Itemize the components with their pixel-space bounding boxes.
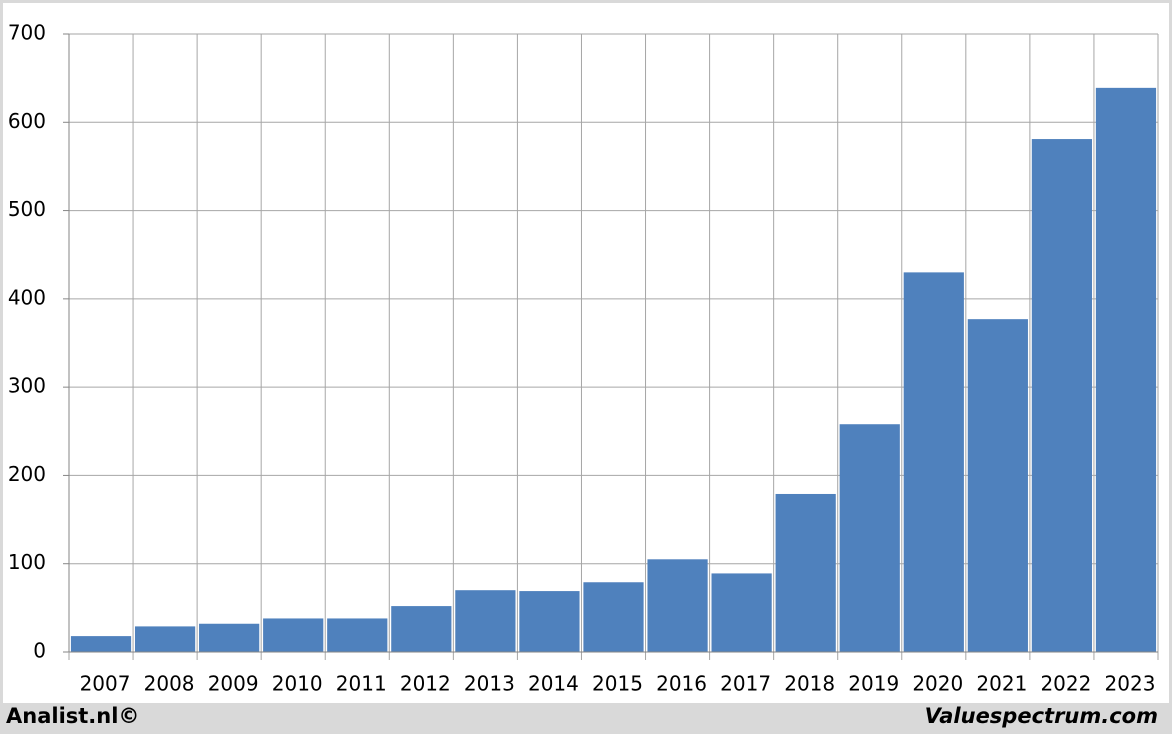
bar <box>967 319 1028 652</box>
footer-left: Analist.nl© <box>6 704 139 728</box>
x-tick-label: 2019 <box>848 672 899 696</box>
bar <box>263 618 324 652</box>
x-tick-label: 2009 <box>208 672 259 696</box>
x-tick-label: 2008 <box>144 672 195 696</box>
x-tick-label: 2012 <box>400 672 451 696</box>
y-tick-label: 0 <box>33 639 46 663</box>
bar <box>839 424 900 652</box>
x-tick-label: 2022 <box>1040 672 1091 696</box>
bar <box>903 272 964 652</box>
footer-right: Valuespectrum.com <box>925 704 1158 728</box>
y-tick-label: 100 <box>8 550 46 574</box>
x-tick-label: 2016 <box>656 672 707 696</box>
bar <box>327 618 388 652</box>
bar <box>134 626 196 652</box>
x-tick-label: 2020 <box>912 672 963 696</box>
bar <box>711 573 772 652</box>
bar <box>70 636 132 652</box>
x-tick-label: 2021 <box>976 672 1027 696</box>
x-tick-label: 2014 <box>528 672 579 696</box>
bar <box>391 606 452 652</box>
y-tick-label: 200 <box>8 462 46 486</box>
x-tick-label: 2007 <box>80 672 131 696</box>
y-tick-label: 500 <box>8 197 46 221</box>
x-tick-label: 2023 <box>1105 672 1156 696</box>
x-tick-label: 2015 <box>592 672 643 696</box>
bar <box>455 590 516 652</box>
x-tick-label: 2011 <box>336 672 387 696</box>
bar <box>583 582 644 652</box>
bar <box>775 493 836 652</box>
y-tick-label: 400 <box>8 285 46 309</box>
y-tick-label: 300 <box>8 374 46 398</box>
x-tick-label: 2017 <box>720 672 771 696</box>
y-tick-label: 700 <box>8 21 46 45</box>
bar <box>647 559 708 652</box>
bar <box>519 591 580 652</box>
x-tick-label: 2018 <box>784 672 835 696</box>
x-tick-label: 2013 <box>464 672 515 696</box>
bar <box>1095 87 1157 652</box>
x-tick-label: 2010 <box>272 672 323 696</box>
y-tick-label: 600 <box>8 109 46 133</box>
bar <box>1031 139 1093 652</box>
bar <box>199 623 260 652</box>
